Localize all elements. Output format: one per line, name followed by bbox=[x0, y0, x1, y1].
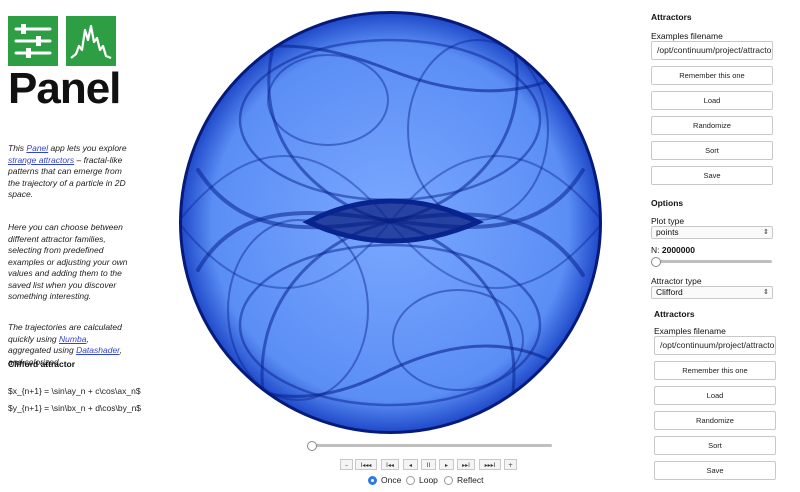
intro-text: , aggregated using bbox=[8, 333, 89, 356]
n-slider-track[interactable] bbox=[654, 260, 772, 263]
plot-type-value: points bbox=[656, 227, 679, 237]
load-button-2[interactable]: Load bbox=[654, 386, 776, 405]
strange-attractors-link[interactable]: strange attractors bbox=[8, 154, 75, 165]
randomize-button-2[interactable]: Randomize bbox=[654, 411, 776, 430]
player-step-forward-button[interactable]: ▸ bbox=[439, 459, 454, 470]
attractor-type-value: Clifford bbox=[656, 287, 683, 297]
load-button[interactable]: Load bbox=[651, 91, 773, 110]
attractors-header: Attractors bbox=[651, 12, 692, 22]
randomize-button[interactable]: Randomize bbox=[651, 116, 773, 135]
intro-text: , and colorized bbox=[8, 345, 122, 367]
examples-filename-label-2: Examples filename bbox=[654, 326, 726, 336]
remember-button-2[interactable]: Remember this one bbox=[654, 361, 776, 380]
save-button-2[interactable]: Save bbox=[654, 461, 776, 480]
chevron-updown-icon: ⇕ bbox=[763, 228, 769, 236]
panel-link[interactable]: Panel bbox=[26, 143, 49, 153]
player-plus-button[interactable]: + bbox=[504, 459, 517, 470]
attractor-plot[interactable] bbox=[178, 10, 603, 435]
frame-slider-track[interactable] bbox=[312, 444, 552, 447]
sort-button[interactable]: Sort bbox=[651, 141, 773, 160]
line-graph-logo-icon bbox=[66, 16, 116, 66]
radio-label: Once bbox=[381, 475, 402, 485]
panel-logo: Panel bbox=[8, 16, 121, 113]
intro-paragraph-3: The trajectories are calculated quickly … bbox=[8, 322, 133, 368]
intro-paragraph-2: Here you can choose between different at… bbox=[8, 222, 128, 301]
examples-filename-label: Examples filename bbox=[651, 31, 723, 41]
examples-filename-input-2[interactable]: /opt/continuum/project/attractors.yml bbox=[654, 336, 776, 355]
intro-text: The trajectories are calculated quickly … bbox=[8, 322, 122, 344]
radio-label: Reflect bbox=[457, 475, 484, 485]
player-minus-button[interactable]: – bbox=[340, 459, 353, 470]
radio-once[interactable]: Once bbox=[368, 475, 401, 485]
player-step-back-button[interactable]: ◂ bbox=[403, 459, 418, 470]
attractor-outline bbox=[179, 11, 602, 434]
player-fast-back-button[interactable]: I◂◂ bbox=[381, 459, 399, 470]
datashader-link[interactable]: Datashader bbox=[76, 345, 120, 355]
player-fast-forward-button[interactable]: ▸▸I bbox=[457, 459, 475, 470]
player-first-button[interactable]: I◂◂◂ bbox=[355, 459, 377, 470]
radio-loop[interactable]: Loop bbox=[406, 475, 438, 485]
numba-link[interactable]: Numba bbox=[59, 333, 87, 344]
chevron-updown-icon: ⇕ bbox=[763, 288, 769, 296]
radio-label: Loop bbox=[419, 475, 438, 485]
radio-unselected-icon bbox=[444, 475, 453, 485]
n-label: N: 2000000 bbox=[651, 245, 695, 255]
attractor-type-label: Attractor type bbox=[651, 276, 702, 286]
equation-x: $x_{n+1} = \sin\ay_n + c\cos\ax_n$ bbox=[8, 386, 141, 396]
attractor-type-select[interactable]: Clifford ⇕ bbox=[651, 286, 773, 299]
sort-button-2[interactable]: Sort bbox=[654, 436, 776, 455]
radio-unselected-icon bbox=[406, 475, 415, 485]
frame-slider-handle[interactable] bbox=[307, 441, 317, 451]
intro-text: app lets you explore bbox=[48, 143, 127, 153]
remember-button[interactable]: Remember this one bbox=[651, 66, 773, 85]
n-slider-handle[interactable] bbox=[651, 257, 661, 267]
logo-wordmark: Panel bbox=[8, 64, 121, 113]
n-label-text: N: bbox=[651, 245, 660, 255]
intro-text: – fractal-like patterns that can emerge … bbox=[8, 154, 126, 200]
plot-type-label: Plot type bbox=[651, 216, 685, 226]
sliders-logo-icon bbox=[8, 16, 58, 66]
examples-filename-input[interactable]: /opt/continuum/project/attractors.yml bbox=[651, 41, 773, 60]
attractor-trajectories bbox=[180, 23, 601, 422]
intro-paragraph-1: This Panel app lets you explore strange … bbox=[8, 143, 133, 201]
intro-text: This bbox=[8, 143, 27, 153]
plot-type-select[interactable]: points ⇕ bbox=[651, 226, 773, 239]
radio-selected-icon bbox=[368, 475, 377, 485]
equation-title: Clifford attractor bbox=[8, 359, 76, 369]
player-pause-button[interactable]: II bbox=[421, 459, 436, 470]
save-button[interactable]: Save bbox=[651, 166, 773, 185]
radio-reflect[interactable]: Reflect bbox=[444, 475, 483, 485]
n-value: 2000000 bbox=[661, 245, 695, 255]
attractors-header-2: Attractors bbox=[654, 309, 695, 319]
player-last-button[interactable]: ▸▸▸I bbox=[479, 459, 501, 470]
equation-y: $y_{n+1} = \sin\bx_n + d\cos\by_n$ bbox=[8, 403, 142, 413]
options-header: Options bbox=[651, 198, 684, 208]
